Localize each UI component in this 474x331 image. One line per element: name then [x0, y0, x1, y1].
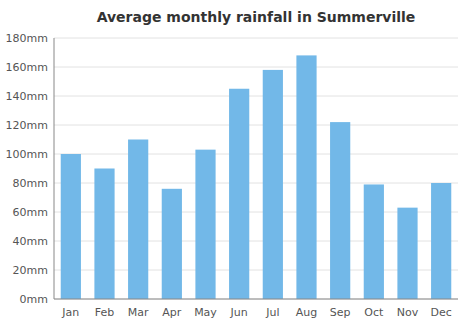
y-tick-label: 160mm — [6, 61, 48, 74]
grid — [54, 38, 458, 299]
y-tick-label: 20mm — [13, 264, 48, 277]
bar — [397, 208, 417, 299]
bars — [61, 55, 452, 299]
y-tick-label: 80mm — [13, 177, 48, 190]
bar — [263, 70, 283, 299]
x-tick-label: Oct — [364, 306, 384, 319]
chart-svg: Average monthly rainfall in Summerville 0… — [0, 0, 474, 331]
grid-line — [54, 154, 458, 155]
y-tick-label: 140mm — [6, 90, 48, 103]
bar — [229, 89, 249, 299]
bar — [128, 140, 148, 300]
x-tick-label: Jun — [230, 306, 248, 319]
x-axis-line — [54, 299, 458, 300]
y-axis: 0mm 20mm 40mm 60mm 80mm 100mm 120mm 140mm 160mm 1… — [6, 32, 48, 306]
x-tick-label: Feb — [95, 306, 114, 319]
bar — [61, 154, 81, 299]
bar — [195, 150, 215, 299]
y-tick-label: 120mm — [6, 119, 48, 132]
y-tick-label: 180mm — [6, 32, 48, 45]
bar — [431, 183, 451, 299]
x-tick-label: May — [194, 306, 217, 319]
chart-container: Average monthly rainfall in Summerville 0… — [0, 0, 474, 331]
x-tick-label: Jan — [61, 306, 79, 319]
y-axis-line — [54, 38, 55, 299]
background — [0, 0, 474, 331]
x-axis: Jan Feb Mar Apr May Jun Jul Aug Sep Oct Nov Dec — [61, 306, 451, 319]
x-tick-label: Dec — [431, 306, 452, 319]
x-tick-label: Sep — [330, 306, 351, 319]
grid-line — [54, 299, 458, 300]
x-tick-label: Jul — [265, 306, 279, 319]
bar — [296, 55, 316, 299]
grid-line — [54, 38, 458, 39]
bar — [94, 169, 114, 300]
page: {"chart_data": {"type": "bar", "title": … — [0, 0, 474, 331]
y-tick-label: 60mm — [13, 206, 48, 219]
bar — [162, 189, 182, 299]
x-tick-label: Mar — [128, 306, 149, 319]
grid-line — [54, 67, 458, 68]
bar — [364, 184, 384, 299]
x-tick-label: Aug — [296, 306, 317, 319]
chart-title: Average monthly rainfall in Summerville — [97, 9, 416, 25]
y-tick-label: 100mm — [6, 148, 48, 161]
y-tick-label: 40mm — [13, 235, 48, 248]
x-tick-label: Nov — [397, 306, 419, 319]
bar — [330, 122, 350, 299]
grid-line — [54, 125, 458, 126]
x-tick-label: Apr — [162, 306, 182, 319]
y-tick-label: 0mm — [20, 293, 48, 306]
grid-line — [54, 96, 458, 97]
